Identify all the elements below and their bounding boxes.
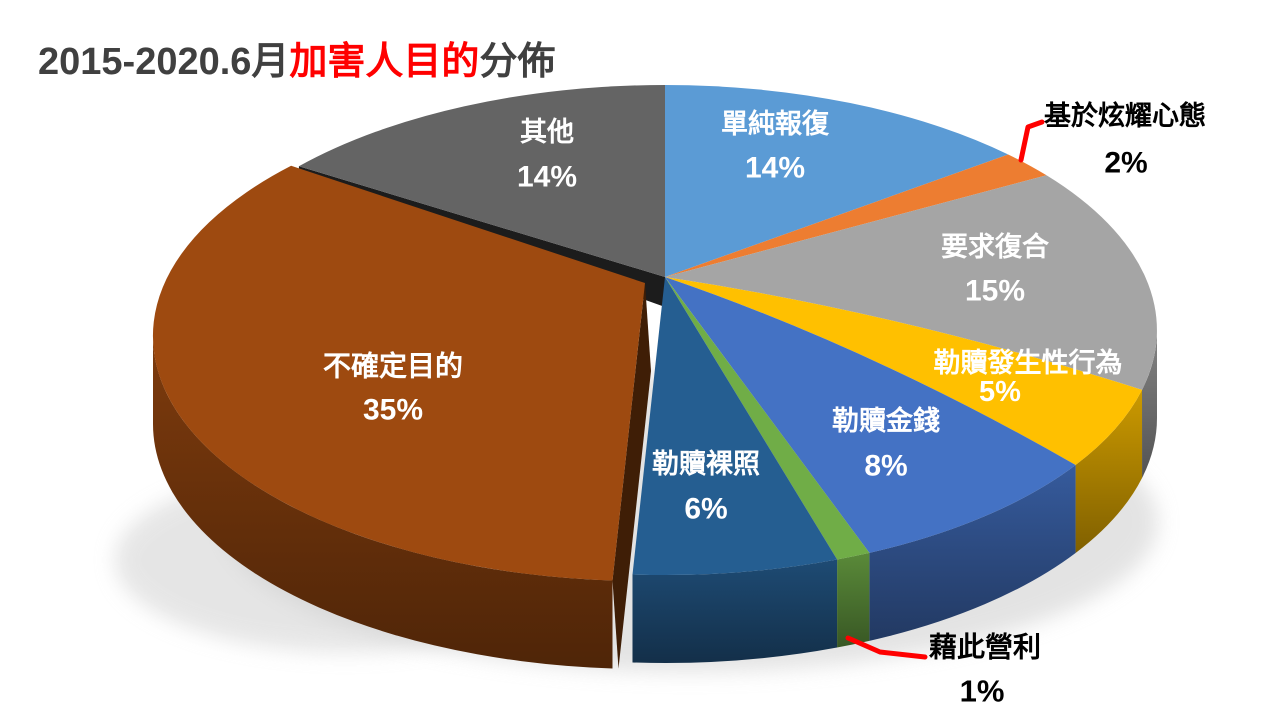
pie-slice-wall-2 xyxy=(1142,330,1157,478)
slice-label-0: 單純報復 xyxy=(721,108,830,139)
slice-pct-8: 14% xyxy=(517,161,577,194)
slice-label-7: 不確定目的 xyxy=(323,350,463,382)
pie-slice-5 xyxy=(665,277,870,560)
slice-label-3: 勒贖發生性行為 xyxy=(934,347,1123,378)
title-part-highlight: 加害人目的 xyxy=(289,41,480,83)
slice-pct-4: 8% xyxy=(864,450,907,483)
callout-line-1 xyxy=(1018,119,1045,163)
pie-slice-8 xyxy=(298,85,665,277)
slice-label-2: 要求復合 xyxy=(941,231,1049,262)
slice-label-8: 其他 xyxy=(520,117,574,147)
slice-pct-0: 14% xyxy=(745,152,805,185)
slice-pct-7: 35% xyxy=(363,394,423,427)
pie-slice-wall-4 xyxy=(869,465,1076,641)
slice-label-1: 基於炫耀心態 xyxy=(1044,100,1206,131)
slice-label-6: 勒贖裸照 xyxy=(652,449,760,479)
slice-pct-1: 2% xyxy=(1104,147,1147,180)
title-part-years: 2015-2020.6月 xyxy=(38,41,290,83)
pie-slice-wall-5 xyxy=(837,552,870,648)
slice-pct-3: 5% xyxy=(979,376,1021,408)
pie-slice-4 xyxy=(665,277,1076,553)
pie-slice-0 xyxy=(665,85,1009,277)
pie-slice-1 xyxy=(665,154,1047,277)
pie-slice-wall-3 xyxy=(1075,389,1143,553)
slice-label-5: 藉此營利 xyxy=(929,632,1041,663)
pie-slice-wall-7 xyxy=(153,336,613,669)
slice-pct-5: 1% xyxy=(960,674,1005,709)
callout-line-5 xyxy=(845,635,928,660)
exploded-slice-side-facet xyxy=(612,283,651,669)
slice-pct-6: 6% xyxy=(684,493,727,526)
slice-label-4: 勒贖金錢 xyxy=(832,405,940,436)
title-part-suffix: 分佈 xyxy=(479,41,556,83)
pie-slice-3 xyxy=(665,277,1142,465)
pie-slice-wall-6 xyxy=(632,559,838,663)
pie-slice-2 xyxy=(665,175,1157,390)
pie-slice-7 xyxy=(152,165,645,581)
pie-slice-6 xyxy=(632,277,838,576)
chart-title: 2015-2020.6月加害人目的分佈 xyxy=(38,30,555,85)
slice-pct-2: 15% xyxy=(965,275,1025,308)
